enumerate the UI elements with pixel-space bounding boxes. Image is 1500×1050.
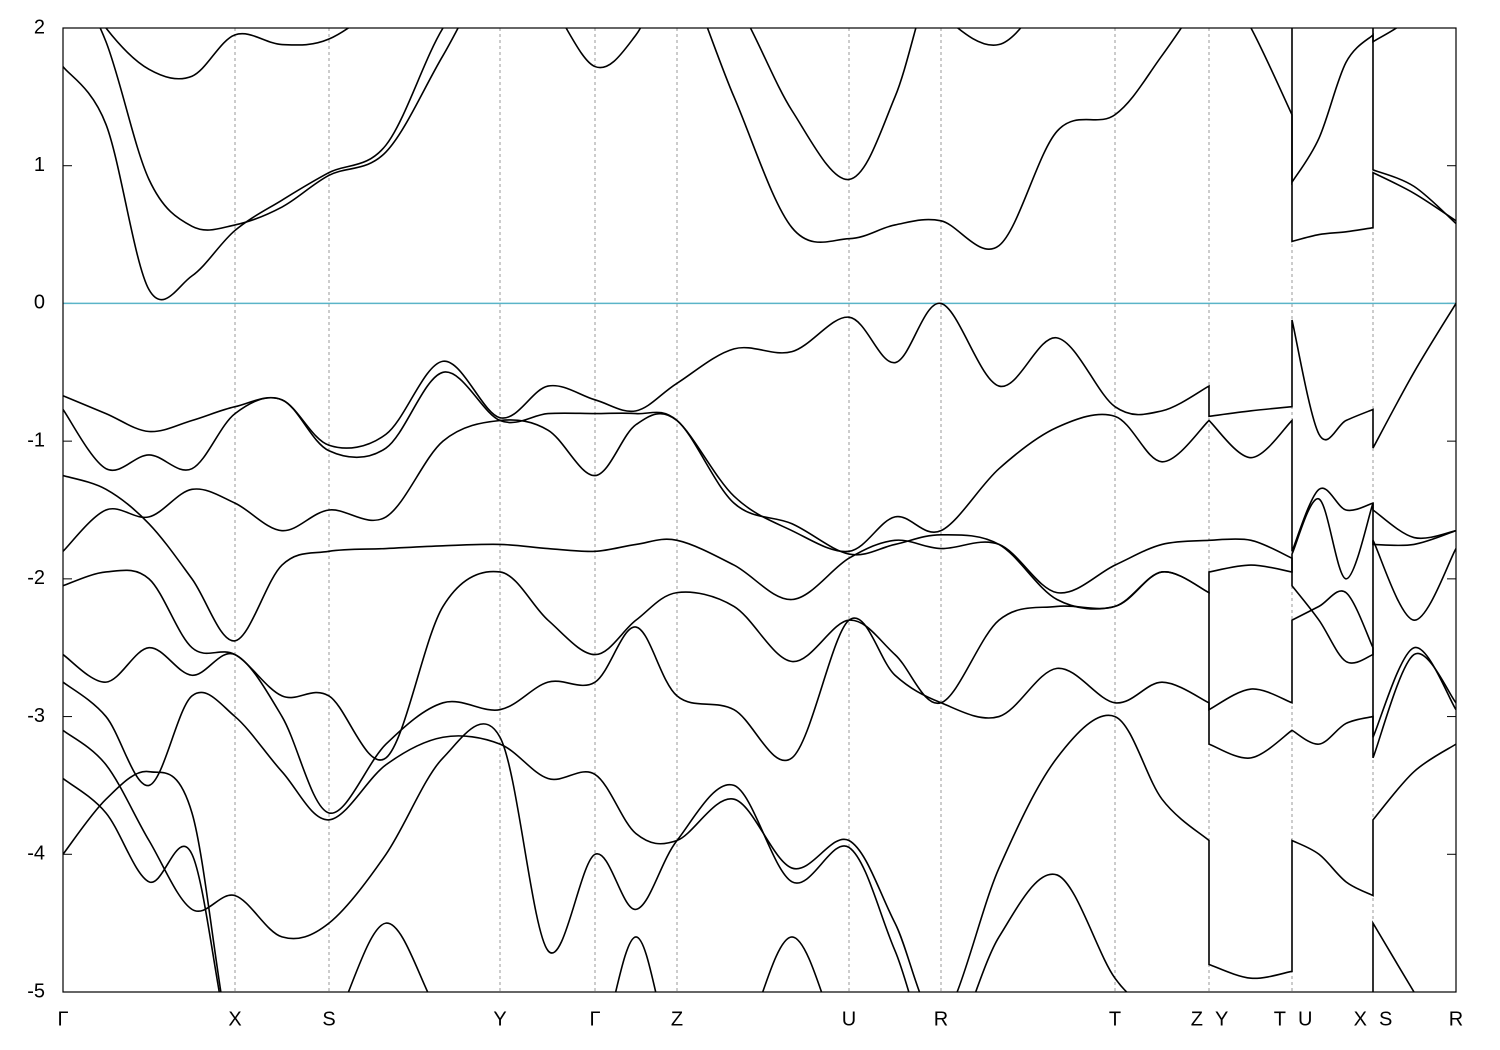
x-tick-label: X [1354,1008,1367,1030]
x-tick-label: S [1379,1008,1392,1030]
x-tick-label: R [934,1008,948,1030]
bands [63,28,1456,992]
x-tick-label: Z [671,1008,683,1030]
x-tick-label: S [322,1008,335,1030]
band-line [63,371,1456,553]
x-tick-label: U [842,1008,856,1030]
band-line [63,569,1456,761]
band-line [63,412,1456,610]
x-tick-label: X [228,1008,241,1030]
y-tick-label: -1 [27,429,45,451]
band-line [99,28,1456,243]
y-tick-label: -3 [27,705,45,727]
band-line [63,681,1456,992]
y-tick-label: -4 [27,843,45,865]
x-tick-label: T [1109,1008,1121,1030]
y-tick-label: -2 [27,567,45,589]
plot-frame [62,27,1457,993]
band-line [63,617,1456,814]
x-tick-label: Y [493,1008,506,1030]
band-line [63,723,1415,992]
band-line [63,28,1456,301]
x-tick-label: T [1274,1008,1286,1030]
x-tick-label: Z [1191,1008,1203,1030]
x-tick-label: Γ [589,1008,600,1030]
y-tick-label: 2 [34,16,45,38]
x-tick-label: R [1449,1008,1463,1030]
x-tick-label: Γ [57,1008,68,1030]
band-line [105,28,1398,80]
x-tick-label: U [1298,1008,1312,1030]
band-line [63,474,1456,664]
y-tick-label: 0 [34,292,45,314]
y-tick-label: 1 [34,154,45,176]
y-tick-label: -5 [27,980,45,1002]
x-tick-label: Y [1215,1008,1228,1030]
